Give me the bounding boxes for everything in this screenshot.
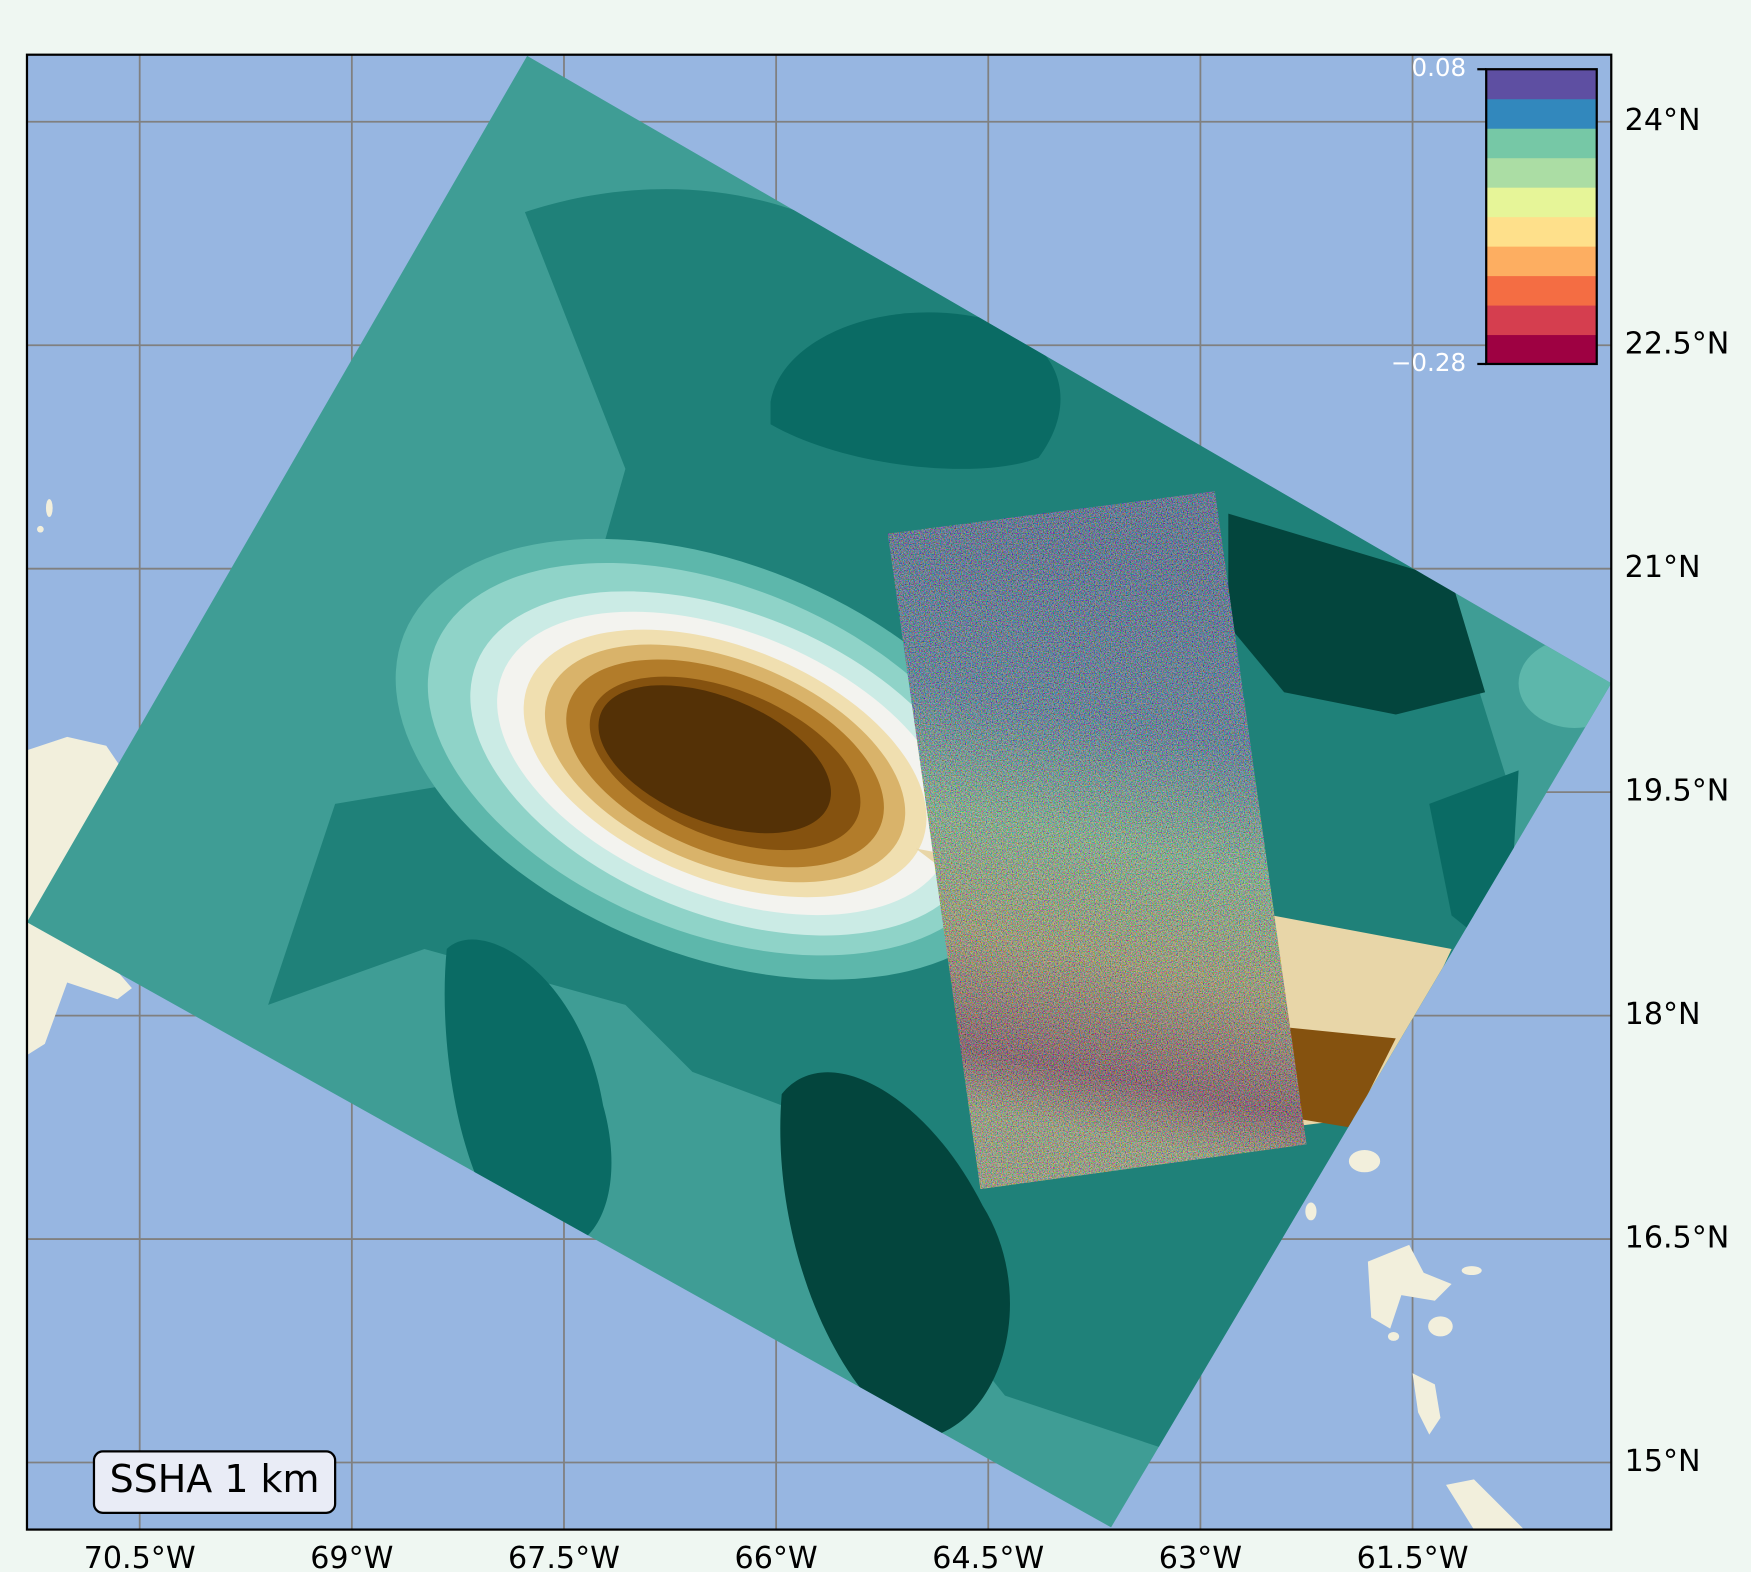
- lon-tick-label: 63°W: [1159, 1541, 1242, 1572]
- lat-tick-label: 15°N: [1625, 1444, 1701, 1479]
- annotation: SSHA 1 km: [110, 1457, 320, 1501]
- lon-tick-label: 69°W: [310, 1541, 393, 1572]
- colorbar-band: [1486, 128, 1597, 158]
- colorbar-band: [1486, 334, 1597, 364]
- lon-tick-label: 70.5°W: [84, 1541, 196, 1572]
- lat-tick-label: 16.5°N: [1625, 1221, 1730, 1256]
- lon-tick-label: 67.5°W: [508, 1541, 620, 1572]
- colorbar-band: [1486, 217, 1597, 247]
- colorbar-band: [1486, 246, 1597, 276]
- colorbar-tick-label: −0.28: [1391, 348, 1466, 377]
- lon-tick-label: 64.5°W: [932, 1541, 1044, 1572]
- lat-tick-label: 21°N: [1625, 550, 1701, 585]
- page: {"map": { "annotation": "SSHA 1 km", "lo…: [0, 0, 1751, 1572]
- colorbar-band: [1486, 99, 1597, 129]
- map-figure: −0.28 0.08 SSHA 1 km 70.5°W 69°W 67.5°W 66°W…: [0, 0, 1751, 1572]
- colorbar-tick-label: 0.08: [1411, 53, 1466, 82]
- colorbar-band: [1486, 305, 1597, 335]
- colorbar-band: [1486, 187, 1597, 217]
- lon-tick-label: 61.5°W: [1357, 1541, 1469, 1572]
- lat-tick-label: 22.5°N: [1625, 327, 1730, 362]
- colorbar-band: [1486, 158, 1597, 188]
- lon-tick-label: 66°W: [735, 1541, 818, 1572]
- colorbar-band: [1486, 69, 1597, 99]
- colorbar-band: [1486, 276, 1597, 306]
- lat-tick-label: 19.5°N: [1625, 774, 1730, 809]
- lat-tick-label: 24°N: [1625, 103, 1701, 138]
- lat-tick-label: 18°N: [1625, 997, 1701, 1032]
